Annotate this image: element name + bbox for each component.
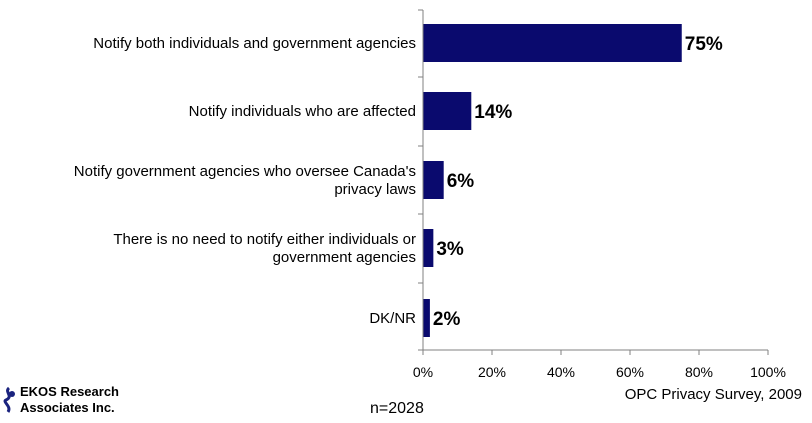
bar-value-label: 3% [436, 239, 464, 260]
bar [423, 24, 682, 62]
source-note: OPC Privacy Survey, 2009 [624, 386, 802, 403]
bar-value-label: 14% [474, 102, 512, 123]
bar [423, 92, 472, 130]
bar [423, 161, 444, 199]
x-tick-label: 80% [685, 364, 713, 380]
bar [423, 229, 434, 267]
x-tick-label: 0% [413, 364, 433, 380]
logo-line-1: EKOS Research [20, 384, 119, 399]
category-label: Notify government agencies who oversee C… [74, 163, 416, 180]
sample-size-note: n=2028 [370, 400, 424, 417]
category-label: government agencies [273, 249, 416, 266]
bar-value-label: 2% [433, 309, 461, 330]
bar-value-label: 6% [447, 171, 475, 192]
category-label: There is no need to notify either indivi… [113, 231, 416, 248]
x-tick-label: 40% [547, 364, 575, 380]
ekos-logo: EKOS Research Associates Inc. [0, 384, 150, 420]
ekos-logo-icon [3, 386, 15, 413]
x-tick-label: 20% [478, 364, 506, 380]
logo-line-2: Associates Inc. [20, 400, 115, 415]
bar [423, 299, 430, 337]
x-tick-label: 60% [616, 364, 644, 380]
category-label: privacy laws [334, 181, 416, 198]
bar-chart: 0% 20% 40% 60% 80% 100% 75% Notify both individ… [74, 9, 786, 380]
category-label: DK/NR [369, 310, 416, 327]
x-tick-label: 100% [750, 364, 786, 380]
category-label: Notify individuals who are affected [189, 103, 416, 120]
category-label: Notify both individuals and government a… [93, 35, 416, 52]
bar-value-label: 75% [685, 34, 723, 55]
